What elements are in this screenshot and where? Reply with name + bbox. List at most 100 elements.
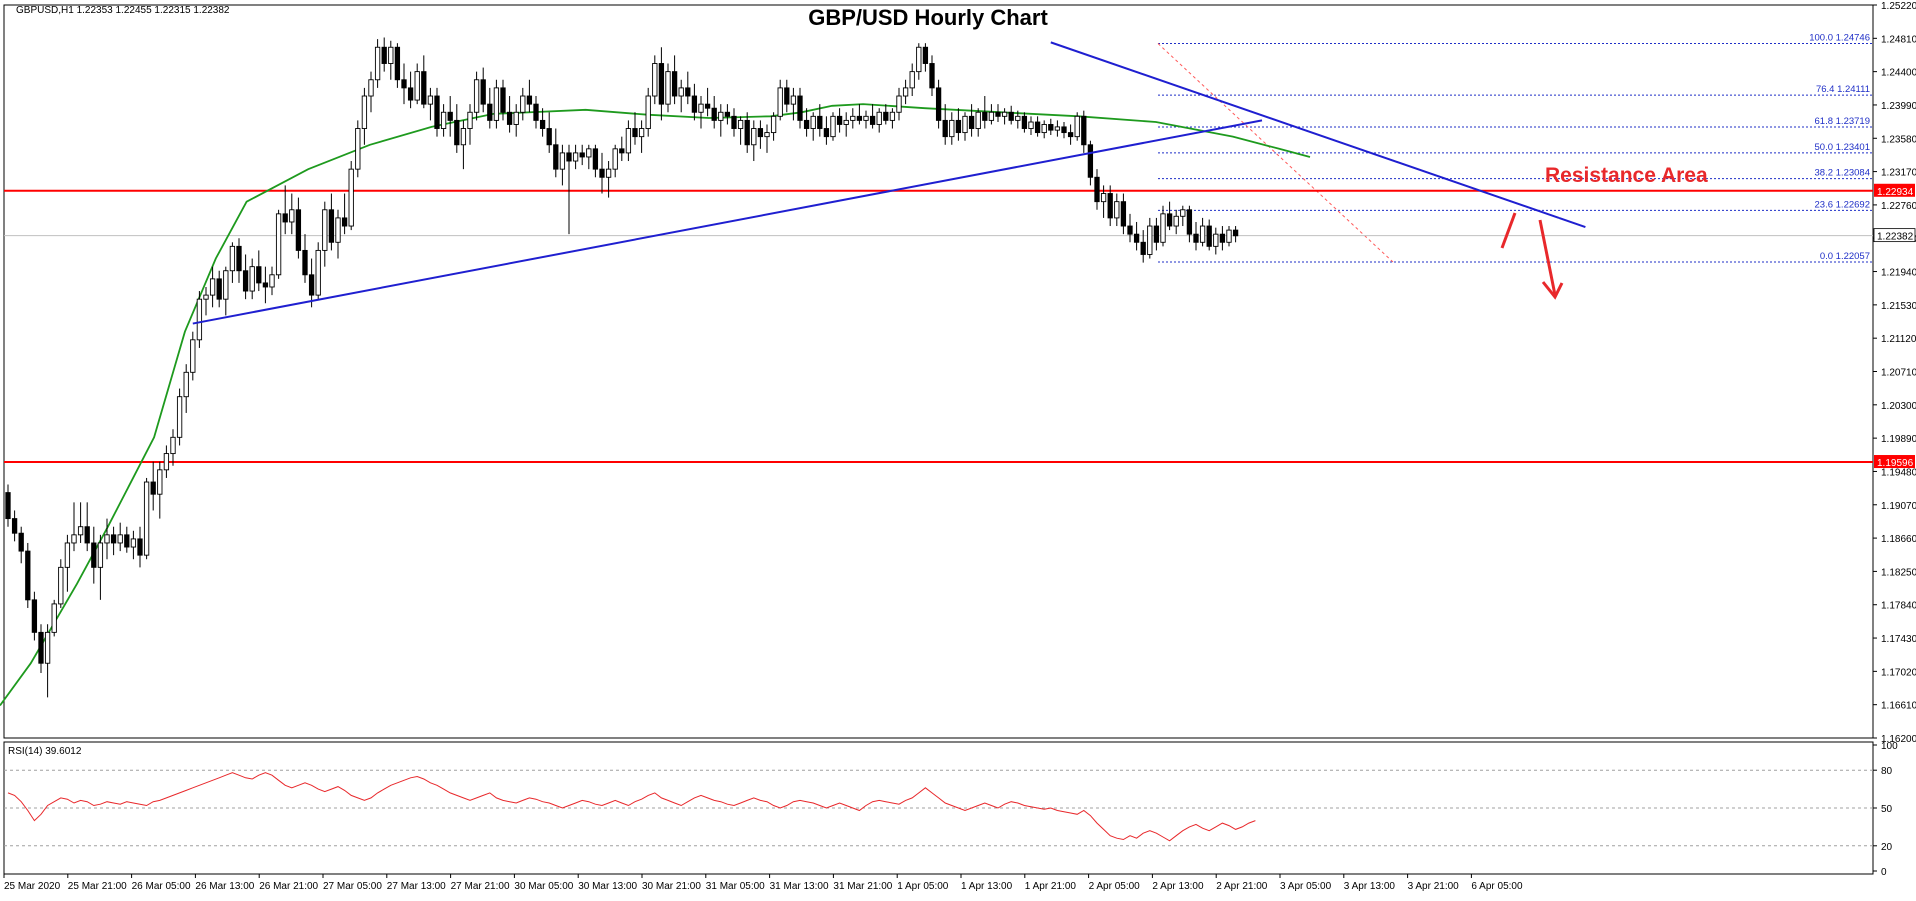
candle-body xyxy=(1160,213,1166,243)
candle-body xyxy=(388,46,394,64)
price-box xyxy=(1874,183,1915,197)
candle-body xyxy=(1074,115,1080,138)
candle-body xyxy=(691,95,698,113)
candle-body xyxy=(968,115,975,129)
candle-body xyxy=(1206,225,1212,247)
time-tick-label: 27 Mar 05:00 xyxy=(323,881,382,892)
candle-body xyxy=(1015,115,1021,121)
candle-body xyxy=(460,128,467,146)
candle-body xyxy=(1186,209,1193,235)
candle-body xyxy=(896,95,902,113)
candle-body xyxy=(1094,176,1100,203)
candle-body xyxy=(843,119,849,125)
candle-body xyxy=(856,115,863,121)
candle-body xyxy=(566,152,572,162)
price-tick-label: 1.17840 xyxy=(1881,601,1916,612)
candle-body xyxy=(731,115,737,129)
candle-body xyxy=(982,111,988,121)
candle-body xyxy=(427,95,434,105)
candle-body xyxy=(599,168,605,178)
candle-body xyxy=(282,213,288,223)
candle-body xyxy=(84,526,90,544)
moving-average-line xyxy=(0,103,1311,707)
time-tick-label: 30 Mar 13:00 xyxy=(578,881,637,892)
rsi-label: RSI(14) 39.6012 xyxy=(8,746,82,757)
candle-body xyxy=(539,119,546,129)
price-tick-label: 1.16200 xyxy=(1881,734,1916,745)
rsi-tick-label: 50 xyxy=(1881,804,1893,815)
time-tick-label: 31 Mar 13:00 xyxy=(770,881,829,892)
candle-body xyxy=(876,111,882,125)
candle-body xyxy=(170,436,176,455)
candle-body xyxy=(289,209,295,223)
price-tick-label: 1.21120 xyxy=(1881,334,1916,345)
candle-body xyxy=(209,278,216,296)
candle-body xyxy=(335,217,341,243)
candle-body xyxy=(196,298,203,341)
candle-body xyxy=(520,95,526,113)
time-tick-label: 26 Mar 21:00 xyxy=(259,881,318,892)
candle-body xyxy=(223,270,229,300)
candle-body xyxy=(1232,229,1239,237)
candle-body xyxy=(1199,225,1206,243)
time-tick-label: 2 Apr 21:00 xyxy=(1216,881,1268,892)
candle-body xyxy=(414,71,420,101)
candle-body xyxy=(1061,126,1067,134)
candle-body xyxy=(361,95,368,129)
candle-body xyxy=(157,469,163,495)
annotations xyxy=(1500,212,1564,300)
candle-body xyxy=(513,111,519,125)
candle-body xyxy=(533,103,539,121)
time-axis: 25 Mar 2020 25 Mar 21:00 26 Mar 05:00 26 Ma… xyxy=(3,874,1523,892)
candle-body xyxy=(137,538,143,556)
candle-body xyxy=(744,119,750,146)
candle-body xyxy=(1100,193,1107,203)
candle-body xyxy=(949,119,955,138)
price-tick-label: 1.19480 xyxy=(1881,467,1916,478)
candle-body xyxy=(328,209,335,243)
candle-body xyxy=(31,599,38,633)
candle-body xyxy=(11,518,18,534)
candle-body xyxy=(612,148,618,170)
candle-body xyxy=(995,111,1001,117)
candle-body xyxy=(757,128,764,138)
candle-body xyxy=(889,111,896,121)
candle-body xyxy=(1054,126,1061,131)
time-tick-label: 26 Mar 13:00 xyxy=(195,881,254,892)
candle-body xyxy=(777,87,783,117)
candlesticks xyxy=(5,37,1239,698)
candle-body xyxy=(942,119,948,138)
candle-body xyxy=(1087,144,1094,178)
candle-body xyxy=(500,87,506,113)
candle-body xyxy=(1193,233,1199,243)
candle-body xyxy=(625,128,632,154)
rsi-tick-label: 100 xyxy=(1881,741,1898,752)
candle-body xyxy=(104,534,110,544)
candle-body xyxy=(117,534,123,544)
candle-body xyxy=(658,63,665,105)
candle-body xyxy=(526,95,533,105)
candle-body xyxy=(110,534,117,544)
time-tick-label: 25 Mar 21:00 xyxy=(68,881,127,892)
candle-body xyxy=(579,152,585,158)
candle-body xyxy=(850,115,856,121)
candle-body xyxy=(929,63,935,89)
candle-body xyxy=(242,270,249,292)
time-tick-label: 6 Apr 05:00 xyxy=(1471,881,1523,892)
price-tick-label: 1.17020 xyxy=(1881,667,1916,678)
candle-body xyxy=(790,95,797,105)
candle-body xyxy=(77,526,84,536)
fib-label: 61.8 1.23719 xyxy=(1815,116,1870,127)
candle-body xyxy=(355,128,361,170)
support-trendline xyxy=(192,119,1263,325)
candle-body xyxy=(1166,213,1173,227)
candle-body xyxy=(1153,225,1160,243)
candle-body xyxy=(724,111,731,117)
price-box xyxy=(1874,455,1915,469)
candle-body xyxy=(698,103,704,113)
candle-body xyxy=(434,95,440,129)
candle-body xyxy=(401,79,407,89)
time-tick-label: 31 Mar 21:00 xyxy=(833,881,892,892)
candle-body xyxy=(150,481,156,495)
